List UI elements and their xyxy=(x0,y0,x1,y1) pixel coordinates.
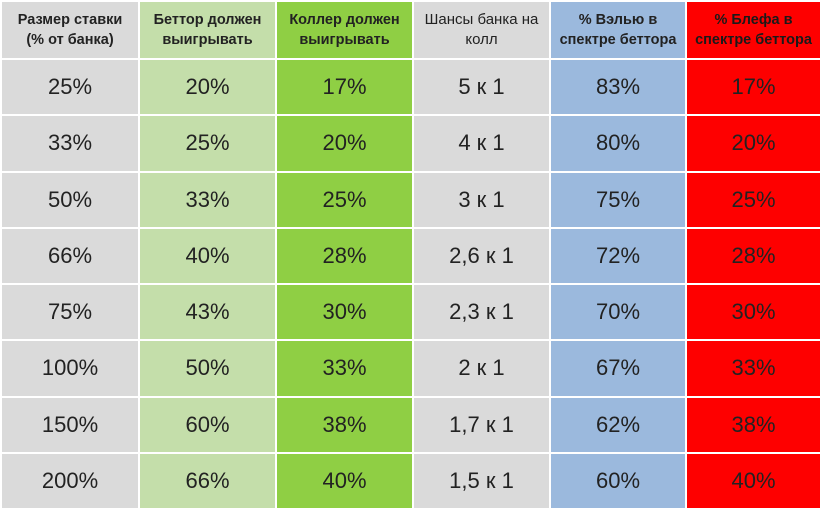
cell-pot-odds: 5 к 1 xyxy=(412,57,551,117)
cell-pot-odds: 2 к 1 xyxy=(412,339,551,398)
cell-value-percent: 83% xyxy=(549,57,687,117)
table-row: 66% 40% 28% 2,6 к 1 72% 28% xyxy=(0,226,820,286)
cell-value-percent: 72% xyxy=(549,226,687,286)
cell-bet-size: 100% xyxy=(0,339,140,398)
cell-bet-size: 66% xyxy=(0,226,140,286)
cell-caller-must-win: 20% xyxy=(275,114,414,173)
cell-bluff-percent: 20% xyxy=(685,114,820,173)
cell-value-percent: 67% xyxy=(549,339,687,398)
header-bluff-percent-line1: % Блефа в xyxy=(714,12,793,28)
cell-bettor-must-win: 25% xyxy=(138,114,277,173)
header-value-percent-line2: спектре беттора xyxy=(559,32,677,48)
cell-bettor-must-win: 40% xyxy=(138,226,277,286)
cell-caller-must-win: 33% xyxy=(275,339,414,398)
header-value-percent-line1: % Вэлью в xyxy=(578,12,658,28)
cell-bettor-must-win: 43% xyxy=(138,282,277,342)
table-row: 75% 43% 30% 2,3 к 1 70% 30% xyxy=(0,282,820,342)
cell-value-percent: 62% xyxy=(549,395,687,454)
cell-value-percent: 80% xyxy=(549,114,687,173)
header-pot-odds-line2: колл xyxy=(465,31,498,48)
table-row: 200% 66% 40% 1,5 к 1 60% 40% xyxy=(0,451,820,510)
cell-value-percent: 70% xyxy=(549,282,687,342)
cell-caller-must-win: 28% xyxy=(275,226,414,286)
cell-bet-size: 33% xyxy=(0,114,140,173)
header-value-percent: % Вэлью в спектре беттора xyxy=(549,0,687,60)
header-caller-must-win-line1: Коллер должен xyxy=(289,12,400,28)
header-bet-size-line2: (% от банка) xyxy=(26,32,114,48)
header-pot-odds: Шансы банка на колл xyxy=(412,0,551,60)
cell-bettor-must-win: 50% xyxy=(138,339,277,398)
cell-bluff-percent: 38% xyxy=(685,395,820,454)
header-bettor-must-win-line2: выигрывать xyxy=(162,32,253,48)
header-bettor-must-win: Беттор должен выигрывать xyxy=(138,0,277,60)
cell-bet-size: 150% xyxy=(0,395,140,454)
cell-bet-size: 50% xyxy=(0,170,140,229)
cell-bettor-must-win: 60% xyxy=(138,395,277,454)
header-caller-must-win: Коллер должен выигрывать xyxy=(275,0,414,60)
cell-pot-odds: 1,5 к 1 xyxy=(412,451,551,510)
cell-bluff-percent: 40% xyxy=(685,451,820,510)
cell-bet-size: 75% xyxy=(0,282,140,342)
cell-bluff-percent: 30% xyxy=(685,282,820,342)
cell-bluff-percent: 33% xyxy=(685,339,820,398)
cell-pot-odds: 4 к 1 xyxy=(412,114,551,173)
cell-bettor-must-win: 33% xyxy=(138,170,277,229)
header-bet-size-line1: Размер ставки xyxy=(17,12,123,28)
cell-bet-size: 25% xyxy=(0,57,140,117)
header-row: Размер ставки (% от банка) Беттор должен… xyxy=(0,0,820,60)
table-row: 150% 60% 38% 1,7 к 1 62% 38% xyxy=(0,395,820,454)
cell-value-percent: 60% xyxy=(549,451,687,510)
header-bluff-percent-line2: спектре беттора xyxy=(695,32,812,48)
cell-caller-must-win: 30% xyxy=(275,282,414,342)
table-row: 25% 20% 17% 5 к 1 83% 17% xyxy=(0,57,820,117)
table-row: 100% 50% 33% 2 к 1 67% 33% xyxy=(0,339,820,398)
cell-bluff-percent: 25% xyxy=(685,170,820,229)
header-caller-must-win-line2: выигрывать xyxy=(299,32,390,48)
cell-bluff-percent: 28% xyxy=(685,226,820,286)
cell-caller-must-win: 17% xyxy=(275,57,414,117)
header-bettor-must-win-line1: Беттор должен xyxy=(153,12,262,28)
table-row: 50% 33% 25% 3 к 1 75% 25% xyxy=(0,170,820,229)
cell-pot-odds: 3 к 1 xyxy=(412,170,551,229)
cell-bluff-percent: 17% xyxy=(685,57,820,117)
header-bluff-percent: % Блефа в спектре беттора xyxy=(685,0,820,60)
cell-bet-size: 200% xyxy=(0,451,140,510)
cell-caller-must-win: 25% xyxy=(275,170,414,229)
cell-pot-odds: 2,3 к 1 xyxy=(412,282,551,342)
cell-pot-odds: 2,6 к 1 xyxy=(412,226,551,286)
cell-caller-must-win: 40% xyxy=(275,451,414,510)
cell-bettor-must-win: 20% xyxy=(138,57,277,117)
cell-pot-odds: 1,7 к 1 xyxy=(412,395,551,454)
cell-caller-must-win: 38% xyxy=(275,395,414,454)
cell-bettor-must-win: 66% xyxy=(138,451,277,510)
table-row: 33% 25% 20% 4 к 1 80% 20% xyxy=(0,114,820,173)
cell-value-percent: 75% xyxy=(549,170,687,229)
header-pot-odds-line1: Шансы банка на xyxy=(424,11,539,28)
header-bet-size: Размер ставки (% от банка) xyxy=(0,0,140,60)
